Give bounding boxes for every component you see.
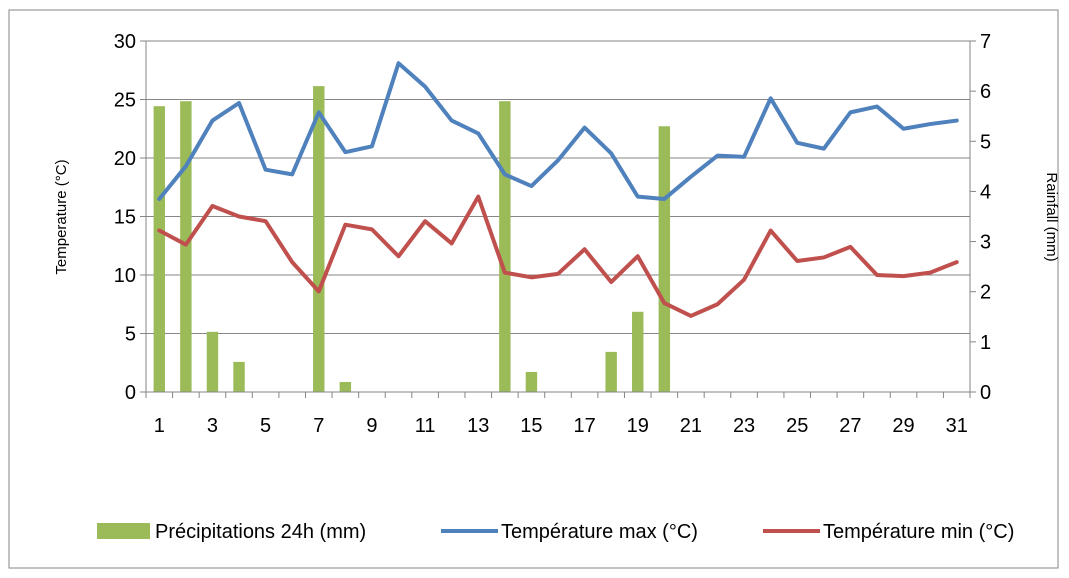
x-tick-label: 17 [573,415,595,437]
x-tick-label: 21 [680,415,702,437]
legend: Précipitations 24h (mm) Température max … [97,521,1014,543]
y2-tick-label: 2 [980,282,991,304]
x-tick-label: 15 [520,415,542,437]
x-tick-label: 11 [415,415,436,437]
x-tick-label: 23 [733,415,755,437]
x-tick-label: 13 [467,415,489,437]
temp-max-line [157,61,959,201]
x-tick-label: 3 [207,415,218,437]
precipitation-bar [499,101,511,393]
x-tick-label: 1 [154,415,165,437]
precipitation-bar [206,331,219,392]
x-tick-label: 7 [313,415,324,437]
y-tick-label: 15 [114,207,136,229]
precipitation-bar [632,311,644,392]
y-axis-title: Temperature (°C) [53,159,70,274]
y2-tick-label: 1 [980,332,991,354]
y-tick-label: 20 [114,148,136,170]
y-tick-label: 0 [125,382,136,404]
y2-tick-label: 5 [980,131,991,153]
temp-min-line [157,194,959,318]
x-tick-label: 5 [260,415,271,437]
x-tick-label: 25 [786,415,808,437]
y2-tick-label: 4 [980,181,991,203]
y-tick-label: 5 [125,324,136,346]
precipitation-bar [525,371,538,392]
precipitation-bar [180,101,192,393]
gridlines [146,40,970,334]
y-tick-label: 30 [114,31,136,53]
legend-label-precipitation: Précipitations 24h (mm) [155,521,366,543]
legend-label-temp-max: Température max (°C) [501,521,698,543]
x-tick-label: 29 [892,415,914,437]
y-tick-label: 25 [114,90,136,112]
precipitation-bar [339,381,352,392]
y2-tick-label: 0 [980,382,991,404]
x-tick-label: 31 [946,415,968,437]
x-tick-label: 9 [366,415,377,437]
y-tick-label: 10 [114,265,136,287]
bar-series-precipitation [153,86,671,393]
x-tick-label: 19 [627,415,649,437]
precipitation-bar [605,351,617,392]
x-tick-label: 27 [839,415,861,437]
y2-tick-label: 7 [980,31,991,53]
precipitation-bar [313,86,325,392]
precipitation-bar [153,106,166,392]
line-series [157,61,959,318]
axes [140,40,976,398]
legend-swatch-precipitation [97,523,150,539]
y2-tick-label: 6 [980,81,991,103]
y2-axis-title: Rainfall (mm) [1043,172,1060,261]
legend-label-temp-min: Température min (°C) [823,521,1014,543]
precipitation-bar [233,361,245,392]
precipitation-bar [658,126,671,392]
y2-tick-label: 3 [980,232,991,254]
chart-border [8,9,1059,569]
